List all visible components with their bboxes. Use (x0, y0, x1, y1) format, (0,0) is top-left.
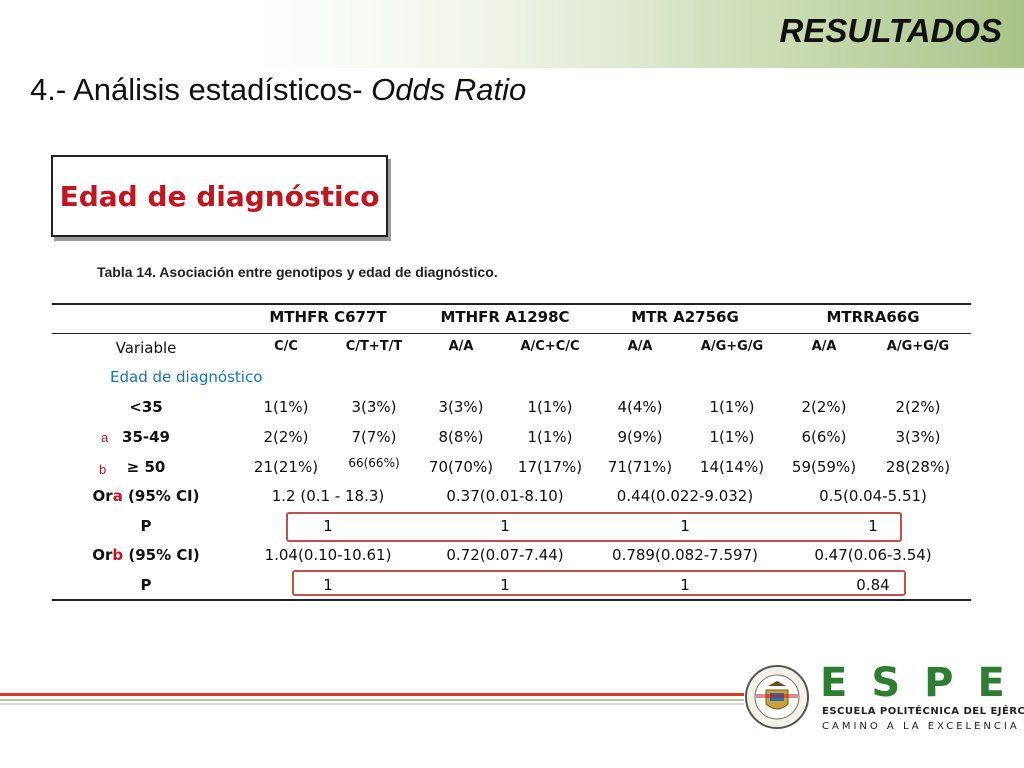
table-cell: 1(1%) (709, 398, 755, 416)
table-header-rule (52, 333, 971, 334)
genotype-header: A/A (448, 339, 474, 354)
gene-header: MTR A2756G (631, 308, 739, 326)
row-label-or-b: Orb (95% CI) (92, 546, 200, 564)
table-cell: 28(28%) (885, 458, 951, 476)
genotype-header: C/T+T/T (345, 339, 403, 354)
p-value-highlight (292, 570, 906, 596)
row-label: <35 (129, 398, 163, 416)
p-value: 1 (500, 576, 510, 594)
table-cell: 3(3%) (351, 398, 397, 416)
or-value: 1.2 (0.1 - 18.3) (271, 487, 385, 505)
table-cell: 2(2%) (801, 398, 847, 416)
table-cell: 71(71%) (607, 458, 673, 476)
page-title: 4.- Análisis estadísticos- Odds Ratio (30, 72, 526, 108)
row-label-or-a: Ora (95% CI) (93, 487, 200, 505)
footer-line-red (0, 693, 744, 696)
or-a-label-post: (95% CI) (122, 487, 200, 505)
or-value: 0.5(0.04-5.51) (819, 487, 927, 505)
table-caption: Tabla 14. Asociación entre genotipos y e… (97, 264, 498, 280)
table-cell: 2(2%) (895, 398, 941, 416)
genotype-header: A/C+C/C (520, 339, 580, 354)
title-box-text: Edad de diagnóstico (59, 179, 380, 213)
table-cell: 8(8%) (438, 428, 484, 446)
or-value: 0.44(0.022-9.032) (616, 487, 754, 505)
or-value: 0.47(0.06-3.54) (814, 546, 932, 564)
gene-header: MTRRA66G (826, 308, 920, 326)
or-value: 0.72(0.07-7.44) (446, 546, 564, 564)
p-value: 1 (323, 576, 333, 594)
group-label: Edad de diagnóstico (110, 368, 263, 386)
genotype-header: A/A (627, 339, 653, 354)
table-cell: 1(1%) (709, 428, 755, 446)
espe-motto: CAMINO A LA EXCELENCIA (822, 721, 1020, 732)
espe-brand: ESPE (820, 660, 1024, 706)
p-value: 0.84 (856, 576, 890, 594)
genotype-header: A/G+G/G (886, 339, 950, 354)
title-box: Edad de diagnóstico (51, 155, 388, 237)
page-title-italic: Odds Ratio (371, 72, 527, 107)
p-value: 1 (680, 517, 690, 535)
table-cell: 1(1%) (527, 398, 573, 416)
espe-name: ESCUELA POLITÉCNICA DEL EJÉRCITO (822, 706, 1024, 717)
table-cell: 21(21%) (253, 458, 319, 476)
footer-line-grey (0, 703, 744, 705)
page-title-prefix: 4.- Análisis estadísticos- (30, 72, 372, 107)
or-a-label-pre: Or (92, 487, 113, 505)
variable-header: Variable (115, 339, 177, 357)
table-cell: 3(3%) (895, 428, 941, 446)
row-label: ≥ 50 (126, 458, 166, 476)
or-b-label-pre: Or (92, 546, 113, 564)
footnote-mark-a: a (101, 430, 109, 445)
p-value: 1 (500, 517, 510, 535)
p-value: 1 (323, 517, 333, 535)
or-value: 0.789(0.082-7.597) (612, 546, 758, 564)
row-label: 35-49 (122, 428, 170, 446)
table-cell: 66(66%) (348, 456, 400, 470)
or-value: 1.04(0.10-10.61) (264, 546, 392, 564)
p-value: 1 (680, 576, 690, 594)
genotype-header: A/A (811, 339, 837, 354)
row-label-p: P (140, 576, 152, 594)
table-cell: 1(1%) (263, 398, 309, 416)
footer-line-green (0, 699, 744, 701)
section-title: RESULTADOS (779, 12, 1002, 49)
table-cell: 7(7%) (351, 428, 397, 446)
gene-header: MTHFR C677T (269, 308, 387, 326)
table-top-rule (52, 303, 971, 305)
row-label-p: P (140, 517, 152, 535)
gene-header: MTHFR A1298C (440, 308, 570, 326)
table-cell: 14(14%) (699, 458, 765, 476)
header-band (0, 0, 1024, 68)
or-b-label-mark: b (112, 546, 124, 564)
table-bottom-rule (52, 599, 971, 601)
table-cell: 59(59%) (791, 458, 857, 476)
p-value-highlight (286, 512, 902, 542)
genotype-header: C/C (274, 339, 298, 354)
table-cell: 1(1%) (527, 428, 573, 446)
footnote-mark-b: b (99, 462, 107, 477)
table-cell: 17(17%) (517, 458, 583, 476)
or-a-label-mark: a (112, 487, 123, 505)
p-value: 1 (868, 517, 878, 535)
table-cell: 4(4%) (617, 398, 663, 416)
or-b-label-post: (95% CI) (123, 546, 200, 564)
table-cell: 6(6%) (801, 428, 847, 446)
genotype-header: A/G+G/G (700, 339, 764, 354)
table-cell: 2(2%) (263, 428, 309, 446)
espe-seal-logo (745, 665, 809, 729)
table-cell: 70(70%) (428, 458, 494, 476)
table-cell: 9(9%) (617, 428, 663, 446)
table-cell: 3(3%) (438, 398, 484, 416)
or-value: 0.37(0.01-8.10) (446, 487, 564, 505)
